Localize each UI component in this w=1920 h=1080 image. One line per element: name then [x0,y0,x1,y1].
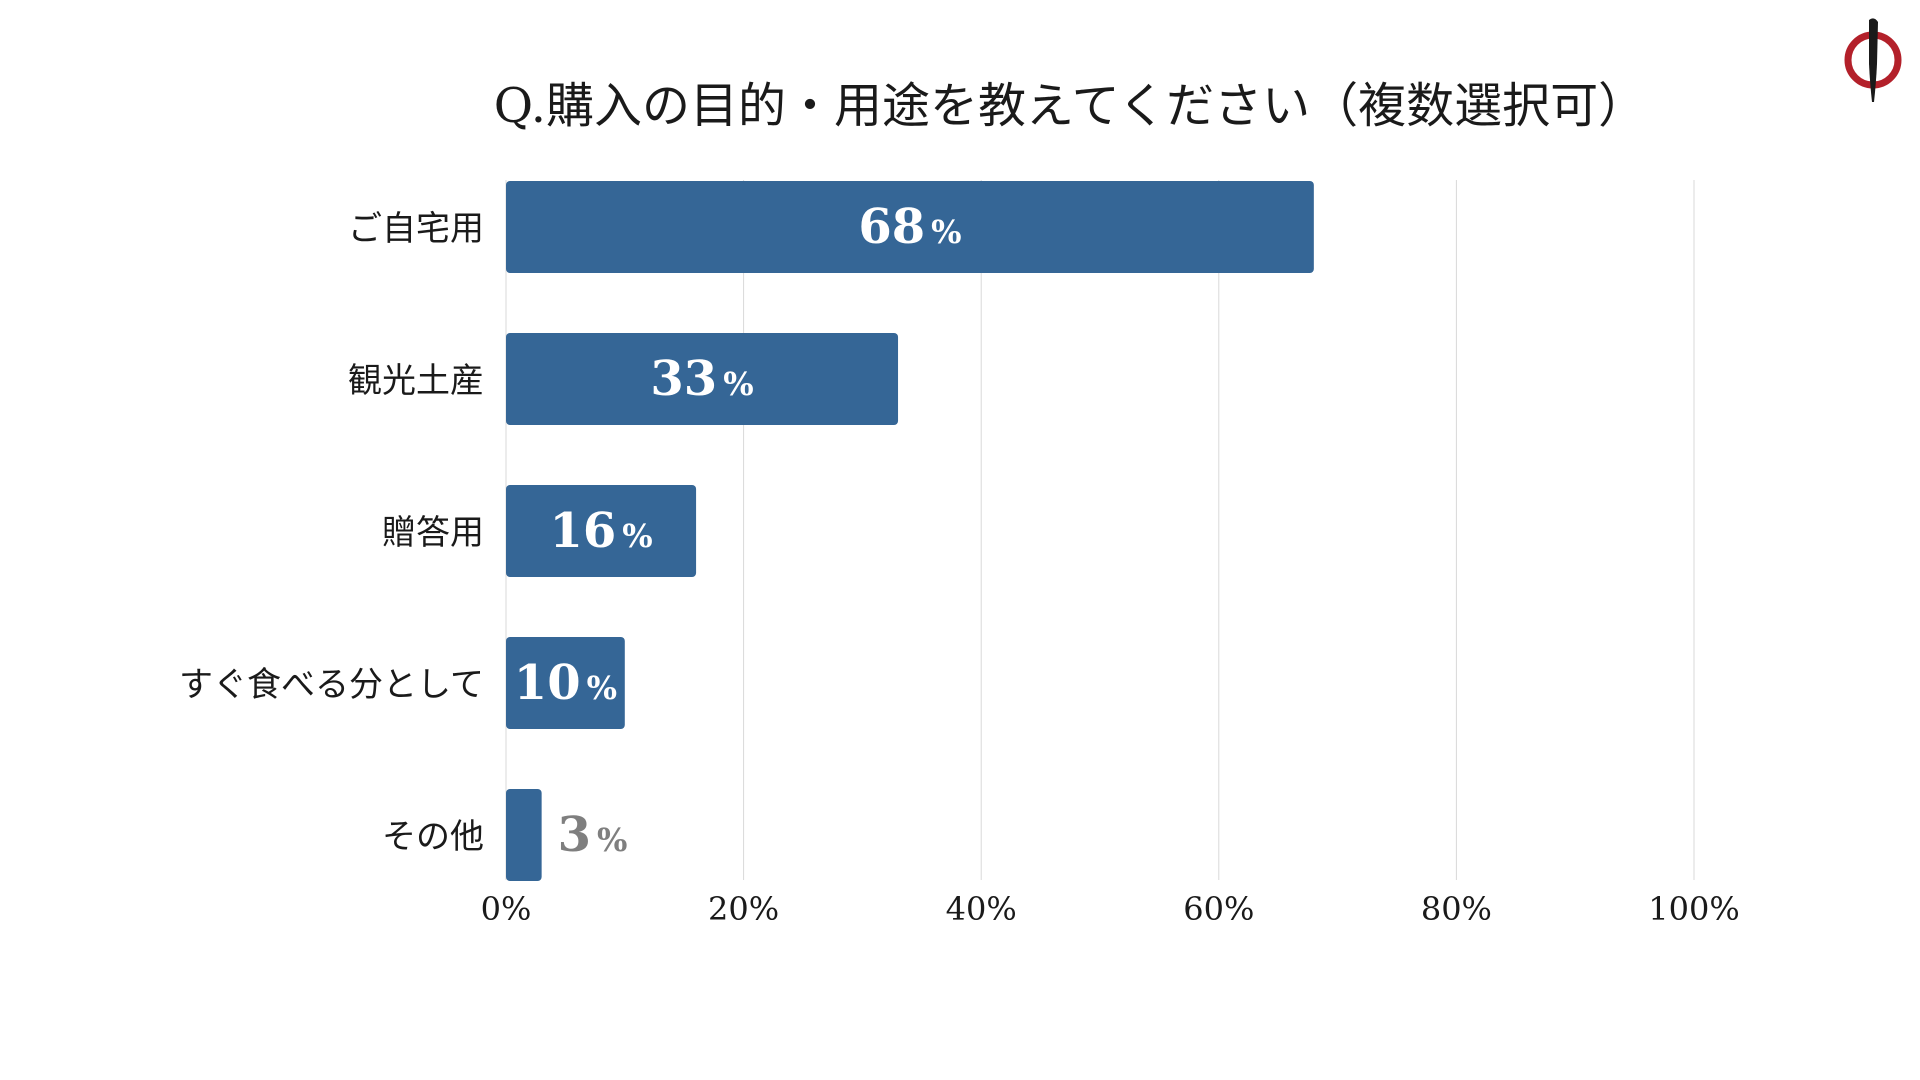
category-label: その他 [382,817,484,857]
category-label: ご自宅用 [348,209,484,249]
data-label: 3% [558,807,628,863]
chart-title: Q.購入の目的・用途を教えてください（複数選択可） [493,78,1647,134]
data-label-suffix: % [622,517,652,555]
category-label: 贈答用 [382,513,484,553]
bar [506,789,542,881]
data-label-value: 3 [558,807,591,863]
bars: 68 %33 %16 %10 %3% [506,181,1314,881]
grid-lines [505,180,1695,880]
data-label-suffix: % [597,821,627,859]
data-label-value: 10 [514,655,581,711]
category-label: すぐ食べる分として [179,665,484,705]
data-label-value: 16 [549,503,616,559]
data-label-value: 33 [650,351,717,407]
bar [506,333,899,425]
data-label: 33% [650,351,753,407]
x-tick-label: 60% [1183,890,1254,928]
bar [506,181,1314,273]
brand-logo-icon [1844,18,1902,102]
category-label: 観光土産 [348,361,484,401]
x-tick-label: 20% [708,890,779,928]
x-tick-label: 100% [1648,890,1739,928]
data-label-suffix: % [587,669,617,707]
logo-brush-stroke [1869,18,1878,102]
x-tick-label: 40% [946,890,1017,928]
data-label-suffix: % [931,213,961,251]
bar [506,637,625,729]
data-label-suffix: % [723,365,753,403]
data-label: 10% [514,655,617,711]
data-label-value: 68 [858,199,925,255]
x-tick-label: 0% [481,890,532,928]
x-tick-label: 80% [1421,890,1492,928]
bar [506,485,697,577]
x-tick-labels: 0% 20% 40% 60% 80% 100% [481,890,1740,928]
data-label: 16% [549,503,652,559]
data-label: 68% [858,199,961,255]
